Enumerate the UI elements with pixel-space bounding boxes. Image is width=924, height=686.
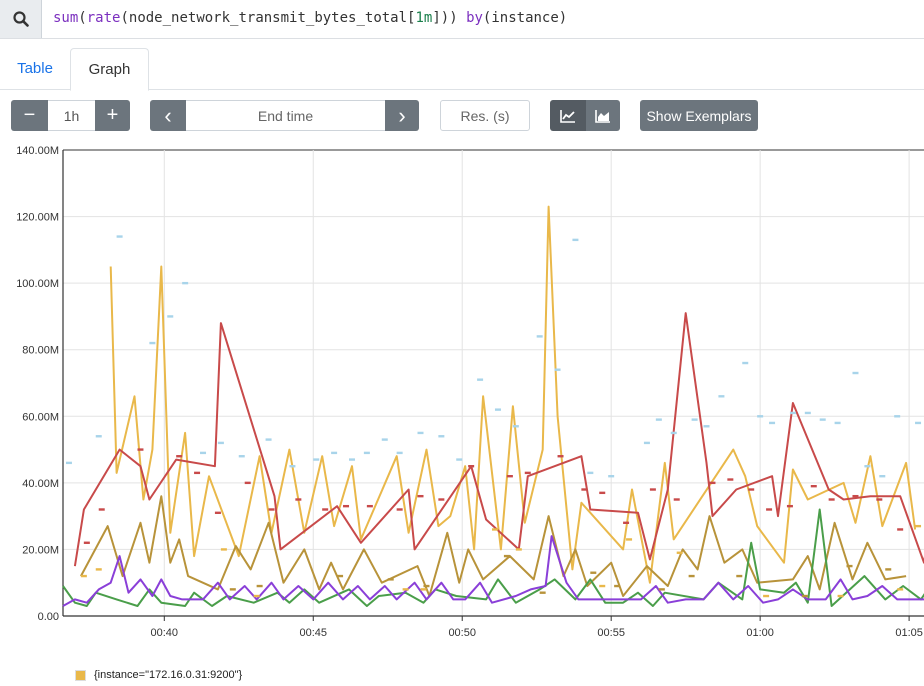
query-token: sum bbox=[53, 10, 79, 26]
tab-table[interactable]: Table bbox=[17, 60, 53, 77]
y-tick-label: 40.00M bbox=[22, 478, 59, 490]
y-tick-label: 140.00M bbox=[16, 145, 59, 157]
y-tick-label: 80.00M bbox=[22, 345, 59, 357]
query-token: (instance) bbox=[482, 10, 568, 26]
series-line-1 bbox=[80, 495, 907, 597]
tab-divider bbox=[0, 89, 924, 90]
series-line-0 bbox=[109, 205, 917, 584]
x-tick-label: 01:05 bbox=[895, 627, 923, 639]
x-tick-label: 00:50 bbox=[448, 627, 476, 639]
query-bar: sum(rate(node_network_transmit_bytes_tot… bbox=[0, 0, 924, 39]
legend[interactable]: {instance="172.16.0.31:9200"} bbox=[75, 669, 242, 681]
x-tick-label: 00:45 bbox=[299, 627, 327, 639]
x-tick-label: 00:40 bbox=[151, 627, 179, 639]
end-time-back-button[interactable]: ‹ bbox=[150, 100, 186, 131]
end-time-forward-button[interactable]: › bbox=[385, 100, 419, 131]
query-token: by bbox=[466, 10, 483, 26]
legend-swatch bbox=[75, 669, 86, 681]
query-token: [ bbox=[407, 10, 416, 26]
range-input[interactable]: 1h bbox=[48, 100, 95, 131]
range-decrease-button[interactable]: − bbox=[11, 100, 48, 131]
x-tick-label: 01:00 bbox=[746, 627, 774, 639]
y-tick-label: 120.00M bbox=[16, 212, 59, 224]
show-exemplars-button[interactable]: Show Exemplars bbox=[640, 100, 758, 131]
y-tick-label: 20.00M bbox=[22, 544, 59, 556]
graph-panel: 0.00 20.00M 40.00M 60.00M 80.00M 100.00M 120.0… bbox=[0, 140, 924, 655]
y-tick-label: 0.00 bbox=[38, 611, 59, 623]
area-chart-icon bbox=[595, 109, 610, 123]
tab-bar: Table Graph bbox=[0, 48, 924, 91]
query-token: ( bbox=[78, 10, 87, 26]
end-time-input[interactable]: End time bbox=[186, 100, 385, 131]
query-token: ( bbox=[120, 10, 129, 26]
y-tick-label: 100.00M bbox=[16, 278, 59, 290]
series-line-2 bbox=[73, 312, 924, 567]
y-tick-label: 60.00M bbox=[22, 411, 59, 423]
search-icon bbox=[12, 11, 29, 27]
range-increase-button[interactable]: + bbox=[95, 100, 130, 131]
stacked-chart-mode-button[interactable] bbox=[586, 100, 620, 131]
series-line-4 bbox=[62, 535, 924, 607]
query-token: ])) bbox=[432, 10, 467, 26]
query-token: node_network_transmit_bytes_total bbox=[128, 10, 408, 26]
tab-graph[interactable]: Graph bbox=[70, 48, 149, 91]
time-series-chart: 0.00 20.00M 40.00M 60.00M 80.00M 100.00M 120.0… bbox=[16, 145, 924, 639]
query-expression-input[interactable]: sum(rate(node_network_transmit_bytes_tot… bbox=[53, 10, 567, 26]
series-line-3 bbox=[62, 508, 924, 607]
resolution-input[interactable]: Res. (s) bbox=[440, 100, 530, 131]
query-token: 1m bbox=[415, 10, 433, 26]
query-token: rate bbox=[86, 10, 121, 26]
legend-label: {instance="172.16.0.31:9200"} bbox=[94, 669, 243, 681]
x-tick-label: 00:55 bbox=[597, 627, 625, 639]
line-chart-mode-button[interactable] bbox=[550, 100, 586, 131]
line-chart-icon bbox=[560, 109, 575, 123]
search-button[interactable] bbox=[0, 0, 42, 38]
